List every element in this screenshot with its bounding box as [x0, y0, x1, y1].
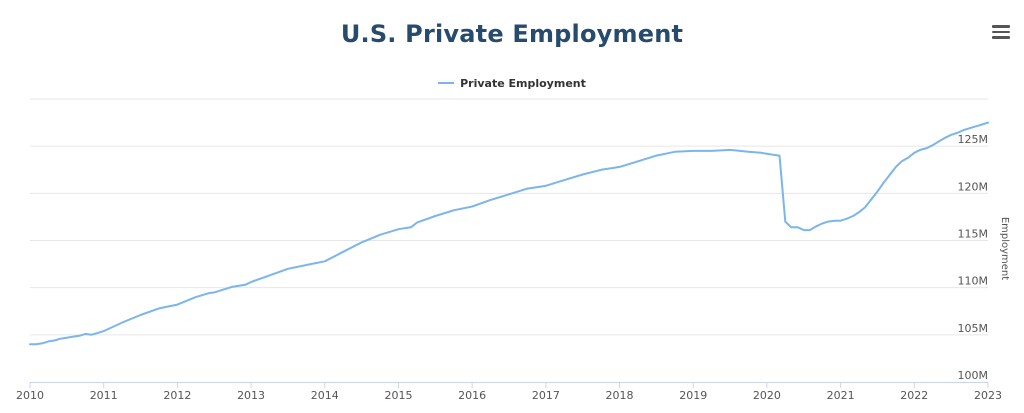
- x-tick-label: 2013: [237, 389, 265, 402]
- x-tick-label: 2020: [753, 389, 781, 402]
- legend-label: Private Employment: [460, 76, 586, 90]
- y-tick-label: 110M: [958, 275, 989, 288]
- hamburger-menu-icon-bar: [992, 36, 1010, 39]
- hamburger-menu-icon-bar: [992, 30, 1010, 33]
- x-tick-label: 2011: [90, 389, 118, 402]
- y-tick-label: 125M: [958, 133, 989, 146]
- legend-item-private-employment[interactable]: Private Employment: [438, 77, 586, 90]
- hamburger-menu-icon: [992, 25, 1010, 28]
- chart-menu-button[interactable]: [992, 25, 1010, 41]
- y-tick-label: 115M: [958, 228, 989, 241]
- x-tick-label: 2015: [384, 389, 412, 402]
- chart-title: U.S. Private Employment: [340, 20, 684, 48]
- x-tick-label: 2019: [679, 389, 707, 402]
- x-tick-label: 2018: [606, 389, 634, 402]
- x-tick-label: 2017: [532, 389, 560, 402]
- y-tick-label: 105M: [958, 322, 989, 335]
- x-tick-label: 2022: [900, 389, 928, 402]
- legend: Private Employment: [0, 74, 1024, 90]
- y-tick-label: 120M: [958, 180, 989, 193]
- x-tick-label: 2012: [163, 389, 191, 402]
- x-tick-label: 2016: [458, 389, 486, 402]
- x-tick-label: 2021: [827, 389, 855, 402]
- x-tick-label: 2023: [974, 389, 1002, 402]
- legend-swatch: [438, 82, 455, 84]
- y-tick-label: 100M: [958, 369, 989, 382]
- y-axis-title: Employment: [999, 217, 1010, 280]
- x-tick-label: 2014: [311, 389, 339, 402]
- series-line-private-employment: [29, 121, 989, 346]
- x-tick-label: 2010: [16, 389, 44, 402]
